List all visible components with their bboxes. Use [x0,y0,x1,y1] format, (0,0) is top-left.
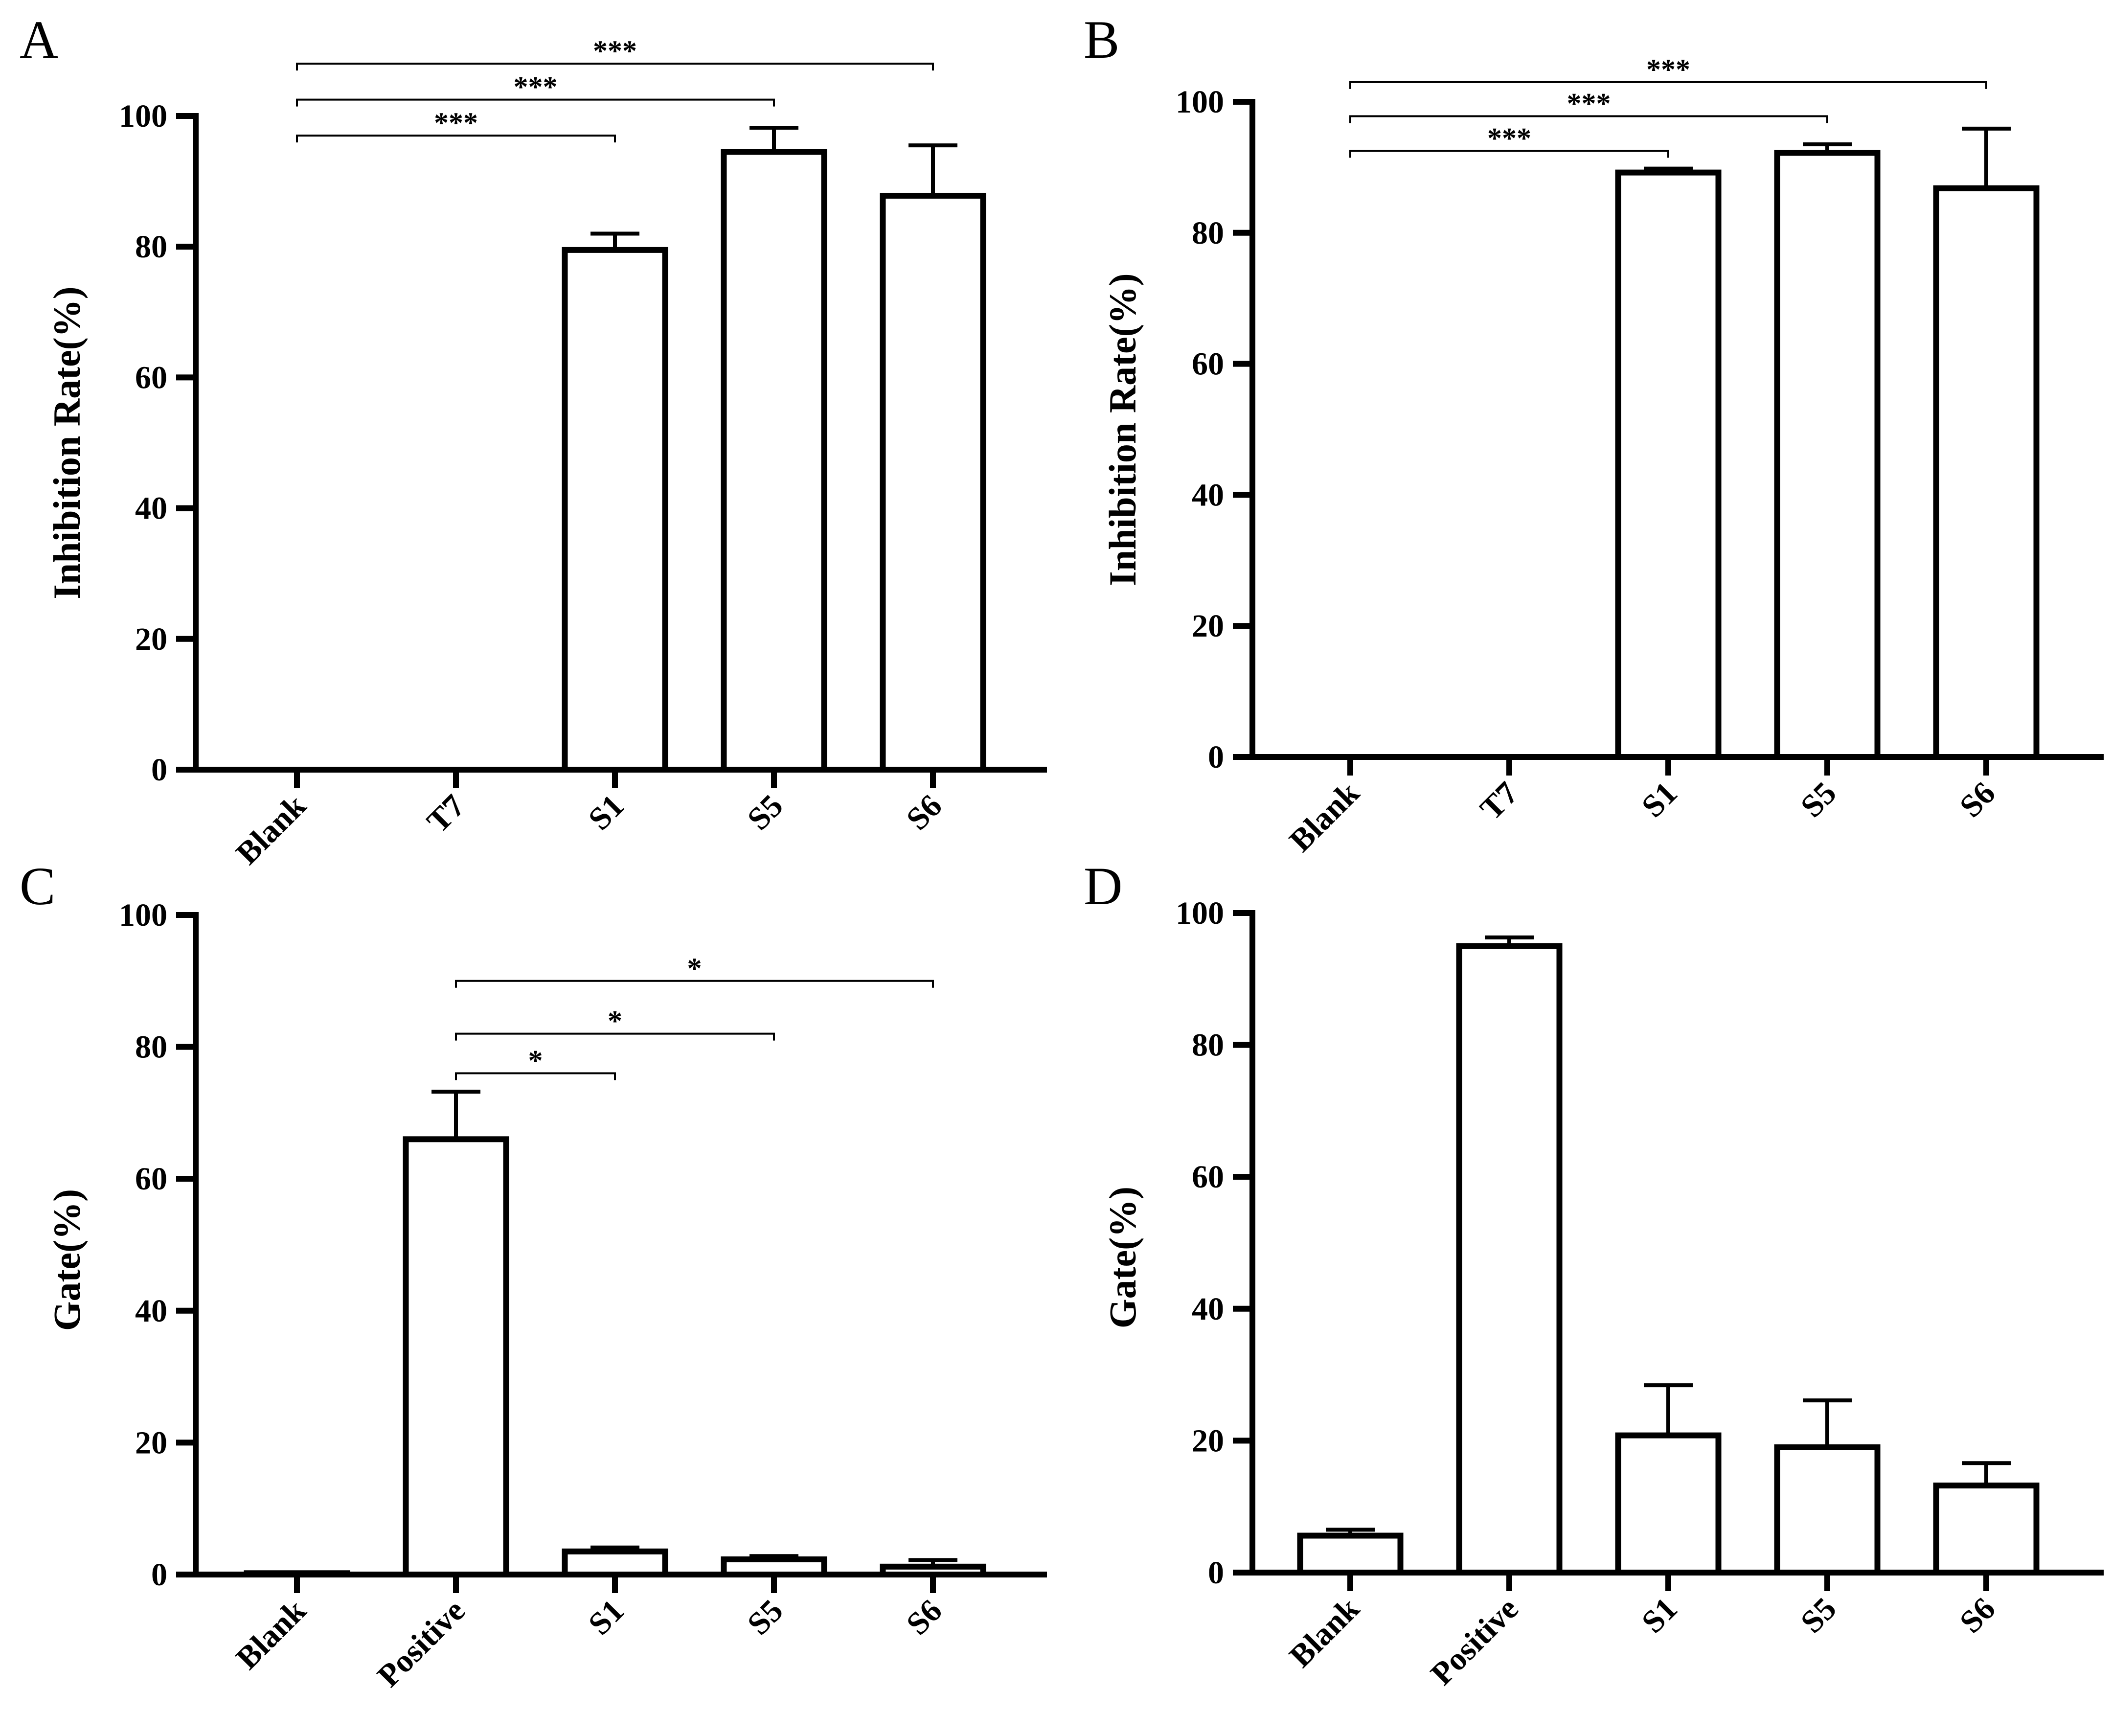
panel-a-significance-bracket-2 [296,98,775,107]
panel-a-y-tick-label: 100 [119,98,167,134]
panel-b-y-axis-title: Inhibition Rate(%) [1101,273,1144,586]
panel-d-letter: D [1084,856,1122,916]
panel-a-significance-label-2: *** [514,71,558,103]
panel-b-y-tick-label: 80 [1192,215,1224,251]
panel-a-bar-s1 [562,247,668,773]
panel-b-y-tick-label: 20 [1192,608,1224,644]
panel-d-bar-blank [1297,1532,1404,1576]
panel-b-significance-bracket-3 [1349,81,1987,89]
panel-a-y-tick-label: 0 [151,752,167,788]
panel-c-y-tick-label: 80 [135,1029,167,1065]
panel-a-y-tick-label: 20 [135,621,167,657]
panel-c-significance-bracket-2 [455,1032,775,1041]
panel-b-y-tick-label: 40 [1192,477,1224,513]
panel-b-letter: B [1084,10,1119,69]
panel-b-significance-label-1: *** [1487,122,1531,154]
panel-d-y-tick-label: 100 [1176,895,1224,931]
panel-c-significance-bracket-1 [455,1072,616,1080]
panel-a-significance-label-3: *** [593,35,637,67]
panel-d-y-tick-label: 60 [1192,1159,1224,1195]
panel-c-y-tick-label: 100 [119,897,167,933]
panel-a-significance-bracket-1 [296,135,616,143]
panel-a-letter: A [20,10,58,69]
panel-d-bar-positive [1456,943,1563,1576]
panel-a-significance-label-1: *** [434,107,478,139]
panel-c-y-axis-title: Gate(%) [45,1189,88,1331]
panel-c-bar-s1 [562,1548,668,1578]
panel-d-bar-s5 [1774,1444,1881,1576]
panel-b-bar-s1 [1615,169,1722,760]
panel-d-y-tick-label: 40 [1192,1291,1224,1327]
panel-b-significance-label-3: *** [1646,53,1690,86]
panel-c-y-tick-label: 20 [135,1425,167,1461]
panel-b-y-tick-label: 100 [1176,84,1224,120]
panel-b-bar-s6 [1933,185,2040,760]
panel-c-significance-label-1: * [528,1045,543,1077]
panel-b-y-tick-label: 60 [1192,346,1224,382]
panel-d-y-tick-label: 0 [1208,1555,1224,1591]
panel-a-significance-bracket-3 [296,63,934,71]
panel-c-significance-label-2: * [608,1005,622,1037]
panel-d-bar-s6 [1933,1483,2040,1576]
panel-d-y-tick-label: 20 [1192,1423,1224,1459]
panel-c-letter: C [20,856,55,916]
panel-b-significance-bracket-2 [1349,115,1828,123]
panel-c-y-tick-label: 60 [135,1161,167,1197]
panel-a-bar-s6 [880,192,986,773]
panel-c-significance-bracket-3 [455,980,934,988]
panel-c-bar-positive [403,1136,509,1578]
panel-d-bar-s1 [1615,1432,1722,1576]
panel-b-significance-label-2: *** [1567,87,1611,119]
panel-c-significance-label-3: * [687,952,702,984]
panel-b-bar-s5 [1774,150,1881,760]
panel-b-y-tick-label: 0 [1208,739,1224,775]
panel-c-y-tick-label: 40 [135,1293,167,1329]
panel-a-bar-s5 [721,149,827,773]
panel-c-y-tick-label: 0 [151,1557,167,1593]
panel-d-y-tick-label: 80 [1192,1028,1224,1063]
panel-a-y-tick-label: 60 [135,360,167,395]
panel-a-y-tick-label: 80 [135,229,167,265]
panel-a-y-axis-title: Inhibition Rate(%) [45,286,88,599]
panel-d-y-axis-title: Gate(%) [1101,1187,1144,1328]
panel-a-y-tick-label: 40 [135,491,167,526]
panel-b-significance-bracket-1 [1349,150,1669,158]
